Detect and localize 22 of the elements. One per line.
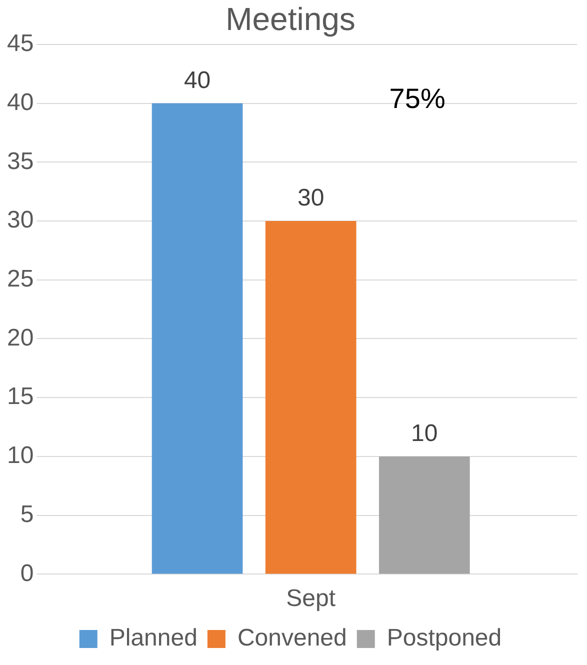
bar bbox=[152, 103, 243, 574]
data-label: 30 bbox=[297, 184, 324, 212]
y-tick-label: 5 bbox=[20, 500, 34, 528]
chart-title: Meetings bbox=[226, 1, 356, 38]
y-tick-label: 35 bbox=[6, 148, 34, 175]
y-tick-label: 0 bbox=[20, 560, 34, 587]
bar bbox=[378, 456, 470, 574]
legend-label: Postponed bbox=[386, 624, 502, 652]
y-tick-label: 45 bbox=[6, 30, 34, 58]
y-tick-label: 10 bbox=[6, 442, 34, 470]
y-tick-label: 25 bbox=[6, 265, 34, 292]
annotation: 75% bbox=[389, 83, 446, 114]
legend-label: Planned bbox=[109, 624, 198, 652]
x-tick-label: Sept bbox=[286, 585, 336, 612]
y-tick-label: 30 bbox=[6, 206, 34, 234]
bar bbox=[265, 221, 356, 574]
y-tick-label: 15 bbox=[6, 383, 34, 410]
data-label: 40 bbox=[184, 66, 211, 94]
legend-label: Convened bbox=[237, 624, 347, 652]
data-label: 10 bbox=[411, 420, 438, 448]
y-tick-label: 40 bbox=[6, 88, 34, 116]
y-tick-label: 20 bbox=[6, 324, 34, 352]
